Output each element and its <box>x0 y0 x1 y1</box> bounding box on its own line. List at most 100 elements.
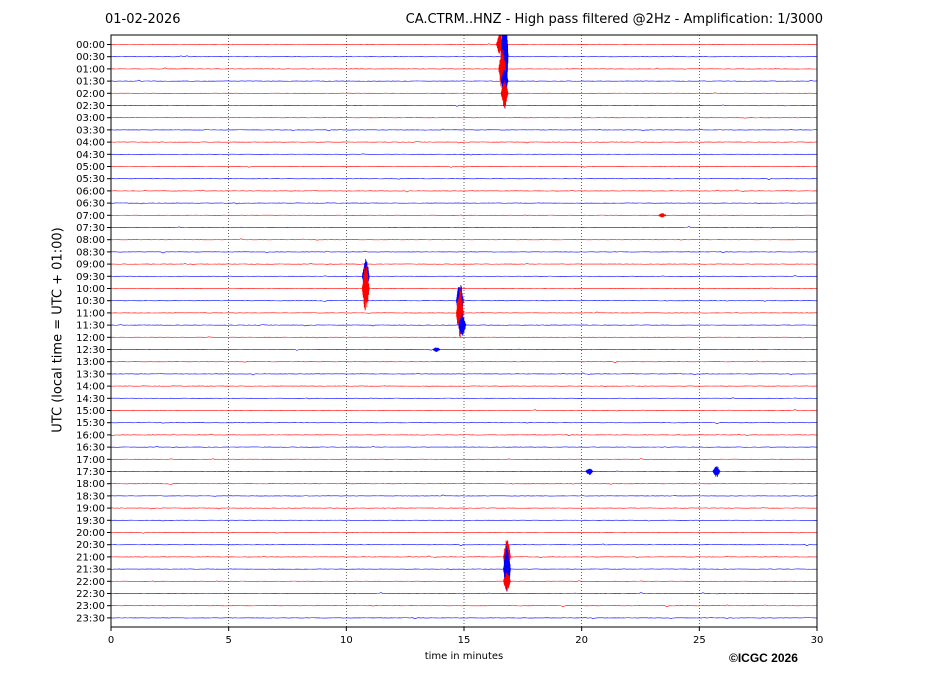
plot-frame <box>110 34 818 628</box>
trace-line <box>110 555 818 559</box>
y-tick-label: 22:30 <box>76 589 105 600</box>
trace-line <box>110 214 818 217</box>
date-label: 01-02-2026 <box>105 12 181 27</box>
trace-line <box>110 92 817 94</box>
y-tick-label: 02:00 <box>76 89 105 100</box>
y-tick-label: 23:00 <box>76 601 105 612</box>
trace-line <box>110 202 818 205</box>
y-tick-label: 20:00 <box>76 528 105 539</box>
y-tick-label: 00:00 <box>76 40 105 51</box>
event-waveform <box>458 312 467 336</box>
y-tick-label: 10:30 <box>76 296 105 307</box>
y-tick-label: 11:30 <box>76 321 105 332</box>
y-tick-label: 15:30 <box>76 418 105 429</box>
y-tick-label: 03:00 <box>76 113 105 124</box>
trace-line <box>110 592 818 595</box>
y-tick-label: 14:30 <box>76 394 105 405</box>
trace-lines <box>110 43 818 620</box>
trace-line <box>110 67 818 70</box>
trace-line <box>110 604 818 608</box>
chart-title: CA.CTRM..HNZ - High pass filtered @2Hz -… <box>405 12 823 27</box>
event-waveforms <box>361 34 721 592</box>
trace-line <box>110 397 818 400</box>
y-tick-label: 20:30 <box>76 540 105 551</box>
trace-line <box>110 275 818 278</box>
trace-line <box>110 300 818 302</box>
event-waveform <box>503 546 511 592</box>
trace-line <box>110 141 818 144</box>
trace-line <box>110 531 818 534</box>
trace-line <box>110 445 818 449</box>
trace-line <box>110 116 818 119</box>
y-tick-label: 16:00 <box>76 430 105 441</box>
y-tick-label: 17:00 <box>76 455 105 466</box>
y-tick-label: 14:00 <box>76 382 105 393</box>
y-tick-label: 01:00 <box>76 64 105 75</box>
trace-line <box>110 79 818 83</box>
y-tick-label: 01:30 <box>76 77 105 88</box>
y-tick-label: 09:30 <box>76 272 105 283</box>
trace-line <box>110 238 818 241</box>
y-tick-label: 07:30 <box>76 223 105 234</box>
x-tick-label: 5 <box>225 635 231 646</box>
event-waveform <box>432 347 441 352</box>
y-tick-label: 12:00 <box>76 333 105 344</box>
y-tick-label: 13:30 <box>76 369 105 380</box>
trace-line <box>110 287 818 289</box>
trace-line <box>110 55 818 58</box>
trace-line <box>110 494 818 497</box>
trace-line <box>110 165 818 168</box>
y-tick-label: 12:30 <box>76 345 105 356</box>
y-tick-label: 17:30 <box>76 467 105 478</box>
y-tick-label: 13:00 <box>76 357 105 368</box>
y-tick-label: 06:00 <box>76 186 105 197</box>
trace-line <box>110 128 818 132</box>
trace-line <box>110 568 818 571</box>
trace-line <box>110 43 818 46</box>
y-tick-label: 00:30 <box>76 52 105 63</box>
y-tick-label: 21:00 <box>76 552 105 563</box>
event-waveform <box>712 466 721 477</box>
trace-line <box>110 153 818 156</box>
trace-line <box>110 580 818 583</box>
y-tick-label: 16:30 <box>76 443 105 454</box>
trace-line <box>110 543 818 547</box>
trace-line <box>110 189 818 193</box>
trace-line <box>110 177 818 181</box>
y-tick-label: 08:30 <box>76 247 105 258</box>
x-tick-label: 15 <box>458 635 471 646</box>
x-axis-label: time in minutes <box>424 651 504 662</box>
trace-line <box>110 104 818 107</box>
y-tick-label: 09:00 <box>76 260 105 271</box>
event-waveform <box>500 80 509 108</box>
trace-line <box>110 336 818 339</box>
y-tick-label: 19:30 <box>76 516 105 527</box>
y-tick-label: 22:00 <box>76 577 105 588</box>
y-tick-label: 04:30 <box>76 150 105 161</box>
y-tick-label: 10:00 <box>76 284 105 295</box>
trace-line <box>110 421 818 425</box>
trace-line <box>110 372 817 376</box>
x-tick-label: 30 <box>811 635 824 646</box>
trace-line <box>110 385 818 388</box>
trace-line <box>110 262 818 266</box>
event-waveform <box>361 266 370 311</box>
y-tick-label: 11:00 <box>76 308 105 319</box>
y-tick-label: 19:00 <box>76 504 105 515</box>
y-tick-label: 18:00 <box>76 479 105 490</box>
event-waveform <box>585 468 594 475</box>
trace-line <box>110 226 818 229</box>
trace-line <box>110 519 818 522</box>
y-tick-label: 02:30 <box>76 101 105 112</box>
trace-line <box>110 616 818 620</box>
x-tick-label: 10 <box>340 635 353 646</box>
x-tick-label: 20 <box>575 635 588 646</box>
trace-line <box>110 458 818 461</box>
y-tick-label: 04:00 <box>76 138 105 149</box>
y-tick-label: 05:30 <box>76 174 105 185</box>
y-tick-label: 21:30 <box>76 565 105 576</box>
x-tick-labels: 0 5 10 15 20 25 30 <box>108 627 824 646</box>
y-tick-label: 06:30 <box>76 199 105 210</box>
